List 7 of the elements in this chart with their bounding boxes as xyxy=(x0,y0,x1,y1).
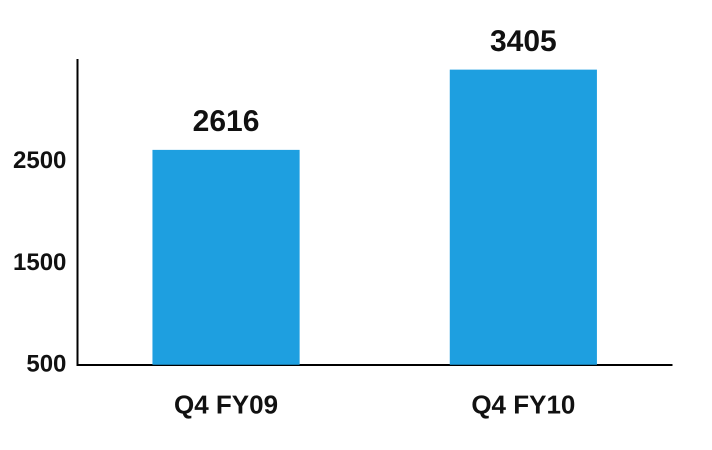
x-tick-label: Q4 FY10 xyxy=(471,390,576,420)
data-label: 2616 xyxy=(192,105,260,138)
x-tick-label: Q4 FY09 xyxy=(174,390,278,420)
y-tick-label: 1500 xyxy=(13,248,66,276)
data-label: 3405 xyxy=(490,24,557,58)
y-tick-label: 500 xyxy=(26,350,66,378)
y-tick-label: 2500 xyxy=(13,147,66,174)
